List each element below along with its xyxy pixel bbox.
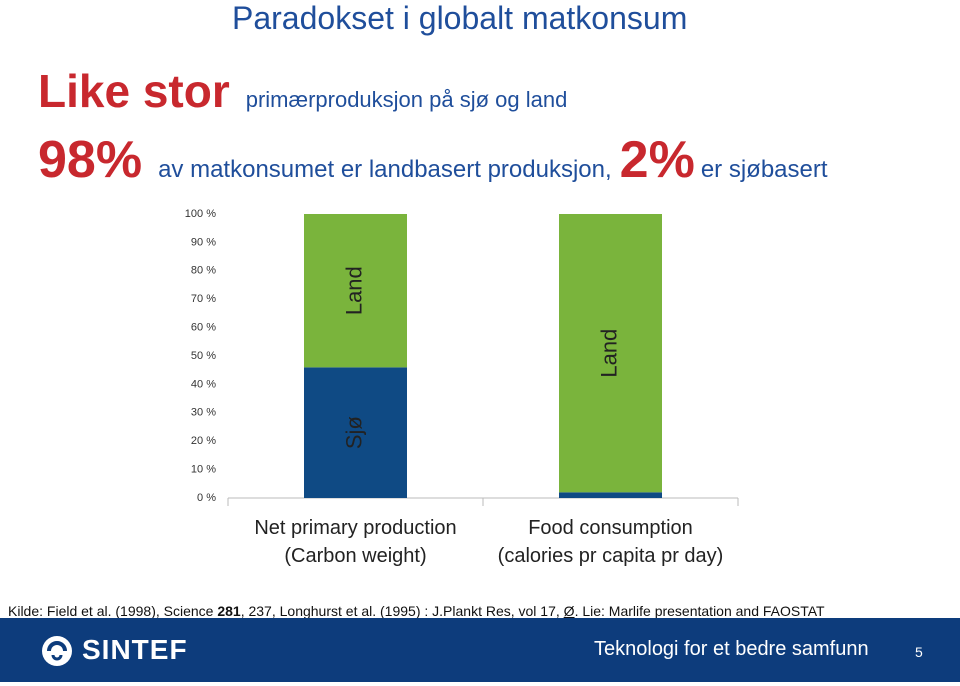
source-volume: 281 [217, 603, 241, 619]
x-tick-label: Net primary production (Carbon weight) [254, 517, 457, 567]
y-tick-label: 80 % [191, 265, 216, 277]
y-tick-label: 90 % [191, 236, 216, 248]
source: Kilde: Field et al. (1998), Science 281,… [8, 603, 825, 619]
page-number: 5 [915, 644, 923, 660]
headline-emphasis: Like stor [38, 65, 230, 117]
text-sea: er sjøbasert [700, 156, 828, 183]
bar-segment [304, 214, 407, 368]
slide-title: Paradokset i globalt matkonsum [232, 0, 688, 36]
y-tick-label: 0 % [197, 492, 216, 504]
y-tick-label: 70 % [191, 293, 216, 305]
share-land: 98% [38, 131, 143, 189]
y-tick-label: 10 % [191, 464, 216, 476]
share-sea: 2% [619, 131, 695, 189]
y-tick-label: 100 % [185, 208, 216, 220]
source-text: Kilde: Field et al. (1998), Science [8, 603, 218, 619]
segment-label: Land [341, 266, 366, 315]
subline: 98% av matkonsumet er landbasert produks… [38, 130, 828, 190]
source-author: Ø [563, 603, 575, 619]
logo-text: SINTEF [82, 634, 188, 665]
y-tick-label: 60 % [191, 322, 216, 334]
bar-segment [304, 367, 407, 498]
footer: SINTEF Teknologi for et bedre samfunn 5 [0, 618, 960, 682]
x-tick-label: Food consumption (calories pr capita pr … [497, 517, 724, 567]
logo-icon [42, 636, 72, 666]
source-text: , 237, Longhurst et al. (1995) : J.Plank… [240, 603, 564, 619]
segment-label: Land [596, 329, 621, 378]
bar-segment [559, 492, 662, 498]
bar-segment [559, 214, 662, 493]
y-tick-label: 50 % [191, 350, 216, 362]
headline: Like stor primærproduksjon på sjø og lan… [38, 64, 567, 118]
headline-text: primærproduksjon på sjø og land [245, 87, 568, 112]
y-tick-label: 30 % [191, 407, 216, 419]
text-land: av matkonsumet er landbasert produksjon, [158, 156, 612, 183]
slogan: Teknologi for et bedre samfunn [594, 638, 869, 660]
y-tick-label: 40 % [191, 378, 216, 390]
y-tick-label: 20 % [191, 435, 216, 447]
segment-label: Sjø [341, 416, 366, 449]
chart: 0 % 10 % 20 % 30 % 40 % 50 % 60 % 70 % 80 % 90 % 1… [185, 208, 739, 506]
source-text: . Lie: Marlife presentation and FAOSTAT [574, 603, 825, 619]
